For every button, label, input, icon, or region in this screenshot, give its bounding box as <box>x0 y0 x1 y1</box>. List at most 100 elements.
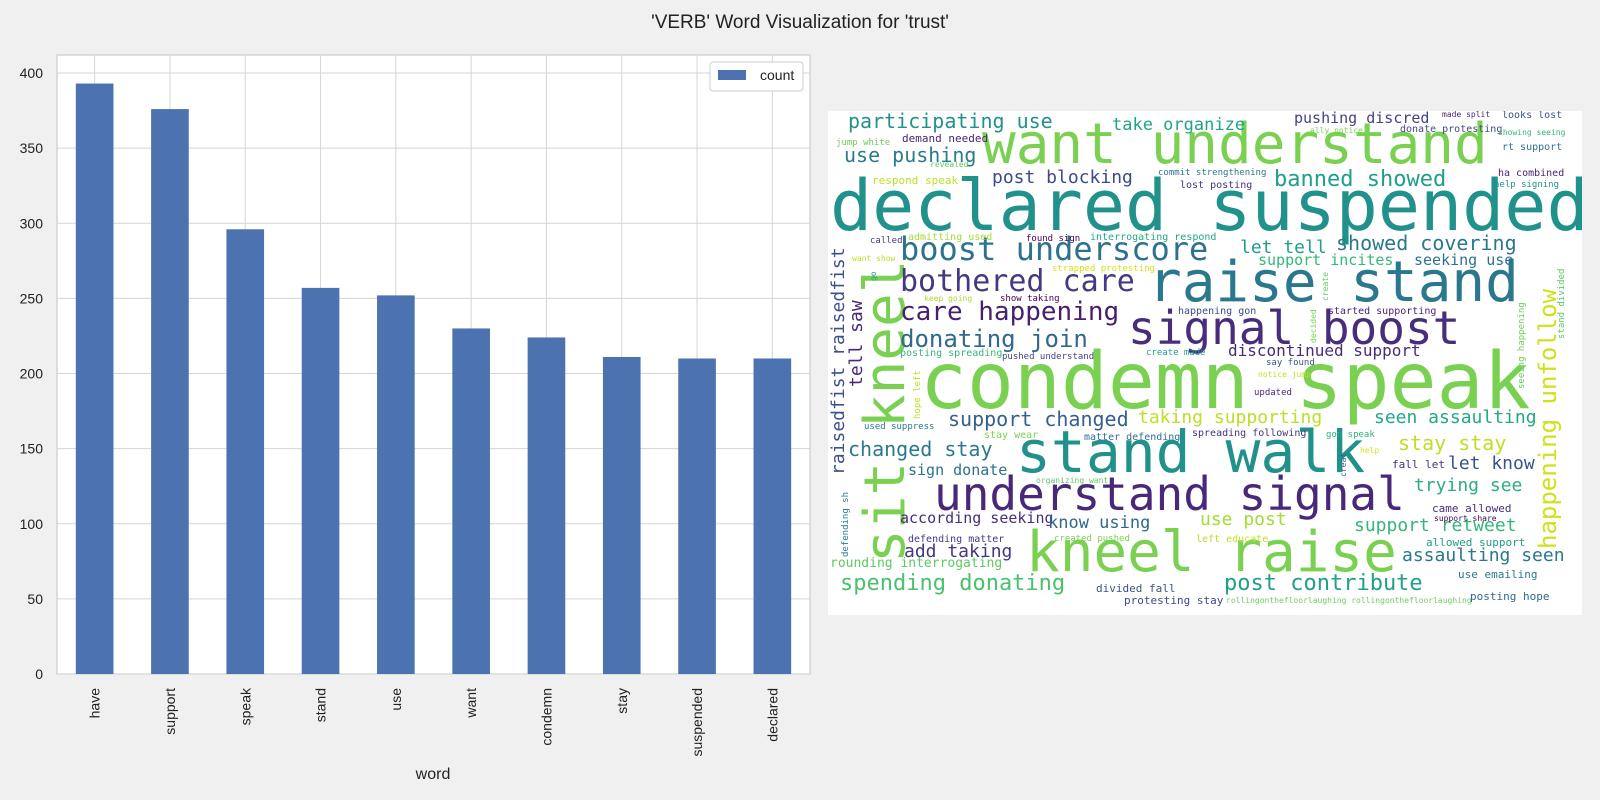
word-cloud: declared suspended condemn speak want unde… <box>828 111 1582 615</box>
cloud-word: assaulting seen <box>1402 545 1565 566</box>
cloud-word: matter defending <box>1084 432 1181 443</box>
bar-stand <box>301 287 340 674</box>
cloud-word: boost underscore <box>900 230 1209 268</box>
cloud-word: changed stay <box>848 437 993 461</box>
bar-want <box>452 328 490 674</box>
cloud-word: trying see <box>1414 475 1523 496</box>
cloud-word: create made <box>1146 348 1206 358</box>
cloud-word: want understand <box>982 112 1488 177</box>
cloud-word: create <box>1321 272 1330 301</box>
y-tick-label: 400 <box>20 65 44 81</box>
cloud-word: called <box>870 236 903 246</box>
cloud-word: happening gon <box>1178 306 1257 317</box>
cloud-word: donate protesting <box>1400 124 1503 135</box>
cloud-word: support incites <box>1258 251 1394 269</box>
cloud-word: rounding interrogating <box>830 556 1003 571</box>
cloud-word: use pushing <box>844 143 977 167</box>
cloud-word: defending matter <box>908 534 1005 545</box>
x-tick-label: support <box>162 688 178 735</box>
cloud-word: organizing want <box>1036 476 1109 485</box>
cloud-word: stand divided <box>1557 268 1567 339</box>
bar-chart: 0 50 100 150 200 250 300 350 400 have support spea… <box>20 54 811 783</box>
cloud-word: demand needed <box>902 132 989 145</box>
cloud-word: say found <box>1266 358 1315 368</box>
cloud-word: notice jump <box>1258 370 1311 379</box>
y-tick-labels: 0 50 100 150 200 250 300 350 400 <box>20 65 44 682</box>
cloud-word: add taking <box>904 541 1013 562</box>
cloud-word: respond speak <box>872 174 959 187</box>
bar-have <box>75 83 114 674</box>
cloud-word: donating join <box>900 325 1088 353</box>
cloud-word: defending sh <box>841 491 851 557</box>
cloud-word: kneel raise <box>1026 520 1397 585</box>
cloud-word: revealed <box>930 160 969 169</box>
legend-label: count <box>760 67 794 83</box>
cloud-word: updated <box>1254 388 1292 398</box>
cloud-word: posting hope <box>1470 590 1550 603</box>
cloud-word: signal boost <box>1128 301 1461 355</box>
cloud-word: show taking <box>1000 294 1060 304</box>
cloud-word: showed covering <box>1336 231 1517 255</box>
cloud-word: rollingonthefloorlaughing rollingonthefl… <box>1226 596 1472 605</box>
cloud-word: understand signal <box>934 467 1405 521</box>
bar-suspended <box>678 358 716 674</box>
cloud-word: pushed understand <box>1002 352 1095 362</box>
cloud-word: support retweet <box>1354 515 1517 536</box>
cloud-word: discontinued support <box>1228 341 1421 360</box>
cloud-word: protesting stay <box>1124 594 1224 607</box>
cloud-word: sign donate <box>908 461 1008 479</box>
cloud-word: found sign <box>1026 234 1081 244</box>
cloud-word: taking supporting <box>1138 407 1323 428</box>
cloud-word: gon speak <box>1326 430 1375 440</box>
legend-box <box>709 61 804 92</box>
cloud-word: came allowed <box>1432 502 1512 515</box>
cloud-word: help signing <box>1494 180 1560 190</box>
cloud-word: spending donating <box>840 571 1066 596</box>
cloud-word: left educate <box>1196 534 1269 545</box>
bar-support <box>151 109 189 674</box>
x-tick-label: condemn <box>538 688 554 746</box>
cloud-word: seeking use <box>1414 251 1514 269</box>
x-tick-label: declared <box>764 688 780 742</box>
cloud-word: stand walk <box>1016 418 1366 486</box>
y-tick-label: 100 <box>20 516 44 532</box>
cloud-word: tell saw <box>846 300 867 387</box>
cloud-word: post blocking <box>992 167 1133 188</box>
y-tick-label: 150 <box>20 441 44 457</box>
y-tick-label: 350 <box>20 140 44 156</box>
cloud-word: stay wear <box>984 430 1039 441</box>
cloud-word: banned showed <box>1274 167 1447 192</box>
cloud-word: started supporting <box>1328 306 1437 317</box>
bars <box>75 83 792 674</box>
cloud-word: jump white <box>836 138 891 148</box>
cloud-word: rt support <box>1502 142 1563 153</box>
bar-stay <box>602 356 641 674</box>
cloud-word: created pushed <box>1054 534 1130 544</box>
cloud-word: stay stay <box>1398 431 1507 455</box>
cloud-word: seen assaulting <box>1374 407 1537 428</box>
x-tick-labels: have support speak stand use want condemn stay s… <box>87 687 781 757</box>
cloud-word: creat <box>1339 452 1348 477</box>
cloud-word: post contribute <box>1224 571 1423 596</box>
x-tick-label: stay <box>614 688 630 714</box>
y-tick-label: 300 <box>20 215 44 231</box>
cloud-word: know using <box>1048 513 1151 533</box>
cloud-word: showing seeing <box>1498 128 1566 137</box>
cloud-word: help <box>1360 446 1380 455</box>
cloud-word: ha combined <box>1498 168 1565 179</box>
y-tick-label: 50 <box>27 591 43 607</box>
cloud-word: support changed <box>948 407 1129 431</box>
cloud-word: bothered care <box>900 264 1135 299</box>
cloud-word: used suppress <box>864 422 935 432</box>
cloud-word: pushing discred <box>1294 111 1430 127</box>
cloud-word: use emailing <box>1458 568 1538 581</box>
cloud-word: seeing happening <box>1517 302 1527 389</box>
x-axis-label: word <box>415 766 451 783</box>
cloud-word: lost posting <box>1180 180 1253 191</box>
cloud-word: fall let <box>1392 458 1445 471</box>
cloud-word: made split <box>1442 111 1491 119</box>
cloud-word: admitting used <box>908 232 993 243</box>
bar-declared <box>753 358 792 674</box>
cloud-word: spreading following <box>1192 428 1307 439</box>
cloud-word: allowed support <box>1426 536 1526 549</box>
